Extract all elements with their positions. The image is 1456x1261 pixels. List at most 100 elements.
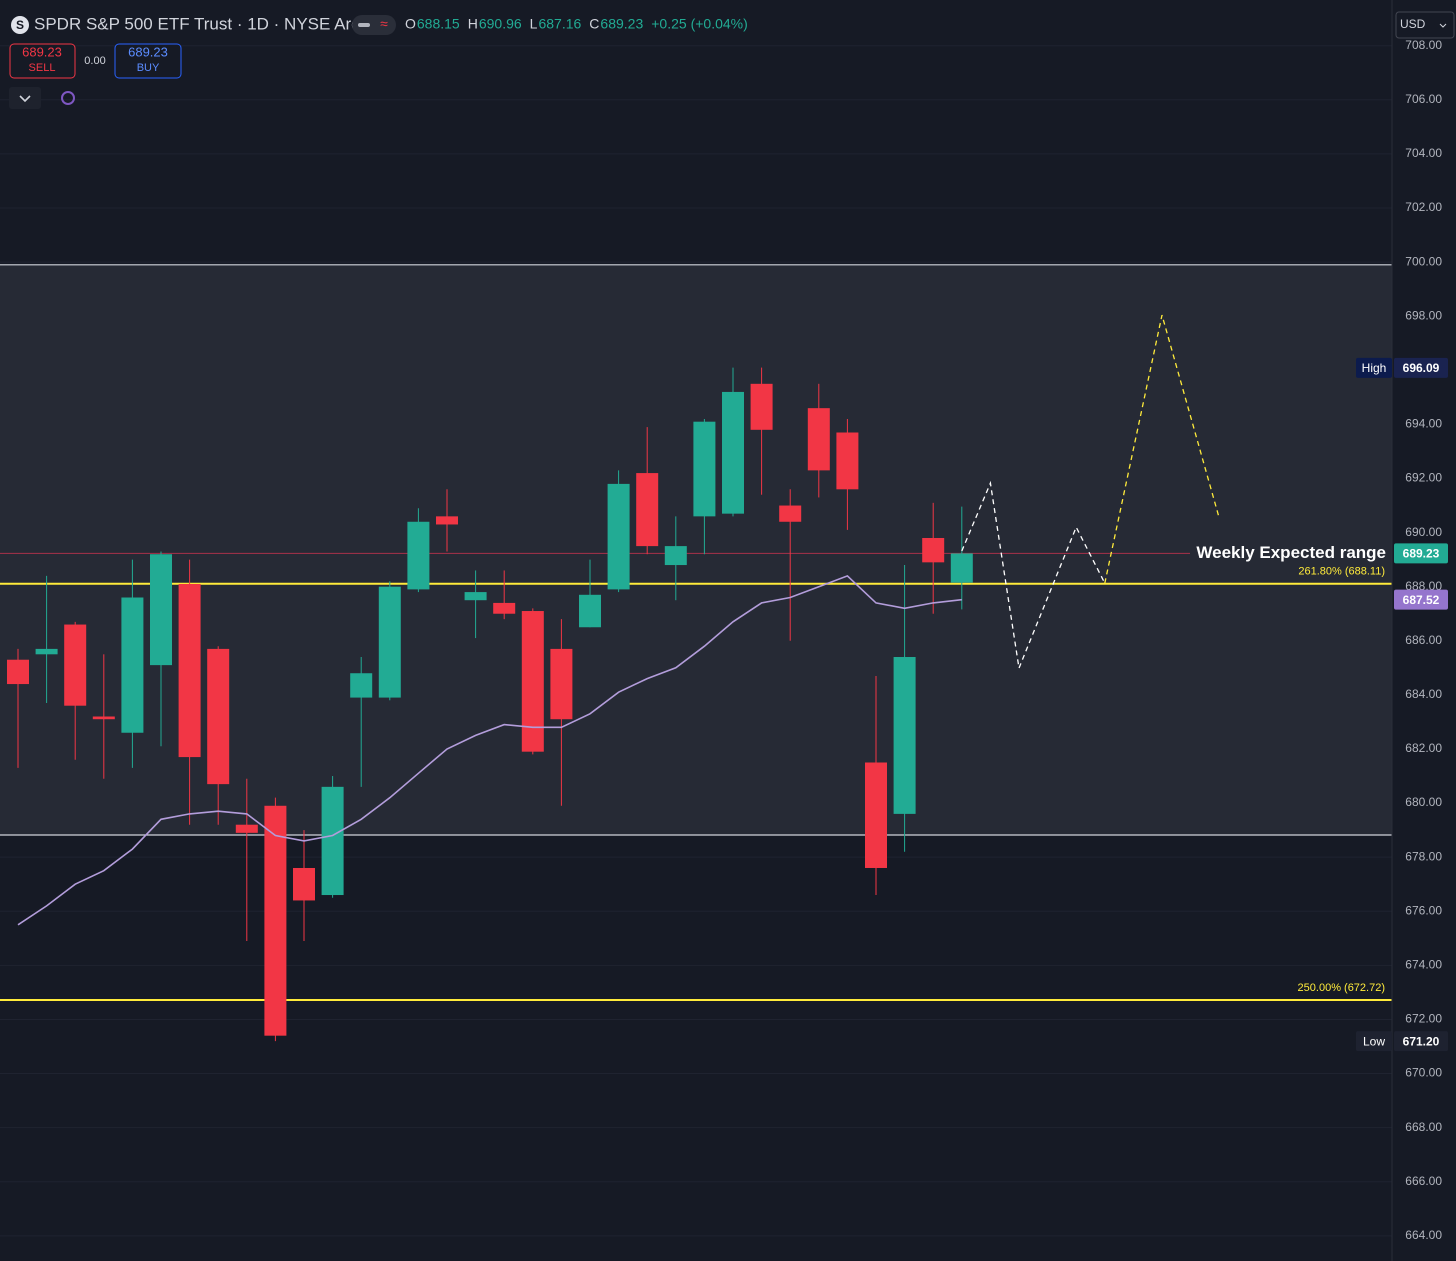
indicator-toggle[interactable] <box>352 15 396 35</box>
candle-body <box>550 648 573 720</box>
ohlc-label: H <box>468 16 478 32</box>
candle-body <box>92 716 115 720</box>
candle-body <box>807 408 830 471</box>
y-tick-label: 678.00 <box>1405 849 1442 863</box>
chart-title: SPDR S&P 500 ETF Trust · 1D · NYSE Arca <box>34 14 370 33</box>
candle-body <box>693 421 716 517</box>
axis-tag-value: 689.23 <box>1403 547 1440 561</box>
axis-tag-name-bg <box>1356 1031 1392 1052</box>
candle-body <box>378 586 401 698</box>
candle-body <box>64 624 87 706</box>
candle-body <box>579 594 601 628</box>
axis-tag <box>1394 543 1448 564</box>
ohlc-label: C <box>589 16 599 32</box>
header: S SPDR S&P 500 ETF Trust · 1D · NYSE Arc… <box>9 11 1455 109</box>
candle-body <box>836 432 859 490</box>
zone-layer <box>0 264 1392 1001</box>
candle-body <box>607 483 630 590</box>
ohlc-change: +0.25 (+0.04%) <box>651 16 748 32</box>
axis-tag-name: Low <box>1363 1034 1385 1048</box>
candle-body <box>121 597 144 733</box>
y-tick-label: 688.00 <box>1405 579 1442 593</box>
axis-tag-value: 696.09 <box>1403 361 1440 375</box>
annotation: Weekly Expected range <box>1196 543 1386 562</box>
y-tick-label: 682.00 <box>1405 741 1442 755</box>
axis-tag-name-bg <box>1356 357 1392 378</box>
candle-body <box>35 648 58 655</box>
ohlc-readout: O 688.15 H 690.96 L 687.16 C 689.23 +0.25 (+0.04… <box>405 16 748 32</box>
y-tick-label: 702.00 <box>1405 200 1442 214</box>
candle-body <box>750 383 773 430</box>
y-tick-label: 668.00 <box>1405 1120 1442 1134</box>
buy-price: 689.23 <box>128 44 168 59</box>
ohlc-label: L <box>530 16 538 32</box>
moving-average <box>17 574 962 926</box>
candle-body <box>865 762 887 868</box>
candle-body <box>464 592 487 601</box>
chevron-icon <box>19 95 31 103</box>
axis-tag-value: 687.52 <box>1403 593 1440 607</box>
overlay-layer: 261.80% (688.11) 250.00% (672.72) Weekly E… <box>1196 543 1386 994</box>
fib-level-label: 261.80% (688.11) <box>1298 566 1385 578</box>
buy-label: BUY <box>137 62 160 74</box>
symbol-icon <box>11 16 29 34</box>
y-tick-label: 666.00 <box>1405 1174 1442 1188</box>
candle-body <box>636 473 659 547</box>
candle-body <box>293 867 315 901</box>
candle-body <box>436 516 458 525</box>
ohlc-label: O <box>405 16 416 32</box>
candle-body <box>178 583 201 758</box>
candle-body <box>7 659 29 685</box>
y-tick-label: 684.00 <box>1405 687 1442 701</box>
buy-button[interactable] <box>114 43 182 79</box>
sell-label: SELL <box>29 62 56 74</box>
candle-body <box>407 521 430 590</box>
candle-body <box>207 648 230 785</box>
sync-icon[interactable] <box>61 91 75 105</box>
projection-path <box>1104 314 1220 584</box>
candle-body <box>235 824 258 833</box>
range-zone <box>0 264 1392 835</box>
price-axis: 708.00 706.00 704.00 702.00 700.00 698.00 696.… <box>1356 38 1448 1242</box>
axis-tag <box>1394 357 1448 378</box>
y-tick-label: 708.00 <box>1405 38 1442 52</box>
candle-body <box>893 657 916 814</box>
toggle-icon: ≈ <box>380 16 388 32</box>
y-tick-label: 704.00 <box>1405 146 1442 160</box>
ohlc-value: 688.15 <box>417 16 460 32</box>
spread: 0.00 <box>84 55 105 67</box>
y-tick-label: 698.00 <box>1405 308 1442 322</box>
y-tick-label: 680.00 <box>1405 795 1442 809</box>
candle-body <box>922 537 945 563</box>
candle-body <box>521 611 544 752</box>
ohlc-value: 689.23 <box>600 16 643 32</box>
y-tick-label: 706.00 <box>1405 92 1442 106</box>
y-tick-label: 686.00 <box>1405 633 1442 647</box>
candle-body <box>321 786 344 896</box>
sell-button[interactable] <box>9 43 76 79</box>
currency: USD <box>1400 17 1426 31</box>
ohlc-value: 690.96 <box>479 16 522 32</box>
axis-tag <box>1394 1031 1448 1052</box>
symbol-icon-letter: S <box>16 18 24 32</box>
candle-body <box>350 673 373 698</box>
ohlc-value: 687.16 <box>538 16 581 32</box>
y-tick-label: 664.00 <box>1405 1228 1442 1242</box>
candle-body <box>493 602 516 614</box>
candle-body <box>779 505 802 522</box>
y-tick-label: 700.00 <box>1405 254 1442 268</box>
candle-body <box>950 553 973 583</box>
y-tick-label: 670.00 <box>1405 1066 1442 1080</box>
y-tick-label: 672.00 <box>1405 1012 1442 1026</box>
currency-button[interactable] <box>1395 11 1455 39</box>
collapse-button[interactable] <box>9 87 41 109</box>
y-tick-label: 694.00 <box>1405 417 1442 431</box>
axis-tag-value: 671.20 <box>1403 1034 1440 1048</box>
chevron-icon <box>1439 23 1447 28</box>
marks-layer <box>7 314 1220 1042</box>
projection-path <box>961 480 1106 671</box>
candle-body <box>722 391 744 514</box>
y-tick-label: 674.00 <box>1405 958 1442 972</box>
